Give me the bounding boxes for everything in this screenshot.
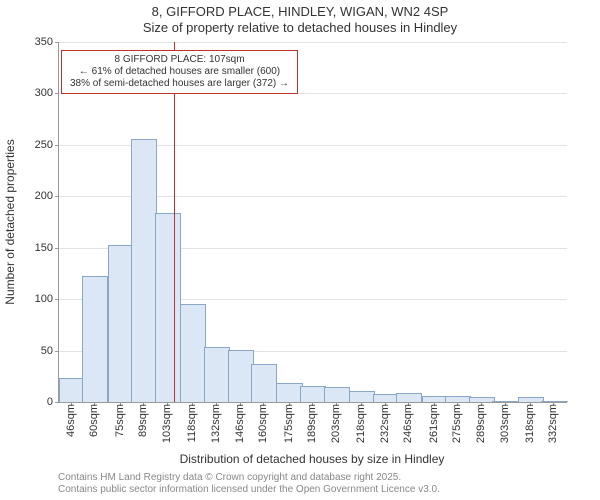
x-tick-label: 75sqm <box>114 404 126 437</box>
x-tick-label: 60sqm <box>88 404 100 437</box>
x-tick-label: 289sqm <box>475 404 487 443</box>
y-tick-label: 250 <box>35 139 59 151</box>
footer-line-2: Contains public sector information licen… <box>58 484 440 496</box>
y-tick-label: 300 <box>35 87 59 99</box>
y-tick-label: 50 <box>41 345 59 357</box>
y-tick-label: 150 <box>35 242 59 254</box>
x-tick-label: 189sqm <box>306 404 318 443</box>
plot-area: 8 GIFFORD PLACE: 107sqm ← 61% of detache… <box>58 42 567 403</box>
x-tick-label: 89sqm <box>137 404 149 437</box>
y-tick-label: 100 <box>35 293 59 305</box>
x-tick-label: 146sqm <box>234 404 246 443</box>
y-tick-label: 350 <box>35 36 59 48</box>
x-tick-label: 303sqm <box>499 404 511 443</box>
x-tick-label: 118sqm <box>186 404 198 442</box>
x-tick-label: 46sqm <box>65 404 77 437</box>
x-tick-label: 232sqm <box>379 404 391 443</box>
x-tick-label: 203sqm <box>330 404 342 443</box>
x-axis-label: Distribution of detached houses by size … <box>58 452 566 466</box>
x-tick-label: 261sqm <box>428 404 440 443</box>
x-tick-label: 175sqm <box>283 404 295 443</box>
title-line-1: 8, GIFFORD PLACE, HINDLEY, WIGAN, WN2 4S… <box>0 4 600 20</box>
footer-line-1: Contains HM Land Registry data © Crown c… <box>58 472 440 484</box>
chart-title: 8, GIFFORD PLACE, HINDLEY, WIGAN, WN2 4S… <box>0 4 600 37</box>
x-tick-label: 318sqm <box>524 404 536 443</box>
x-axis: 46sqm60sqm75sqm89sqm103sqm118sqm132sqm14… <box>59 42 567 402</box>
footer-attribution: Contains HM Land Registry data © Crown c… <box>58 472 440 496</box>
y-axis-label: Number of detached properties <box>3 139 17 304</box>
title-line-2: Size of property relative to detached ho… <box>0 20 600 36</box>
x-tick-label: 132sqm <box>210 404 222 443</box>
x-tick-label: 246sqm <box>402 404 414 443</box>
x-tick-label: 160sqm <box>257 404 269 443</box>
y-tick-label: 0 <box>47 396 59 408</box>
x-tick-label: 103sqm <box>161 404 173 443</box>
y-tick-label: 200 <box>35 190 59 202</box>
x-tick-label: 332sqm <box>547 404 559 443</box>
x-tick-label: 218sqm <box>355 404 367 443</box>
x-tick-label: 275sqm <box>451 404 463 443</box>
